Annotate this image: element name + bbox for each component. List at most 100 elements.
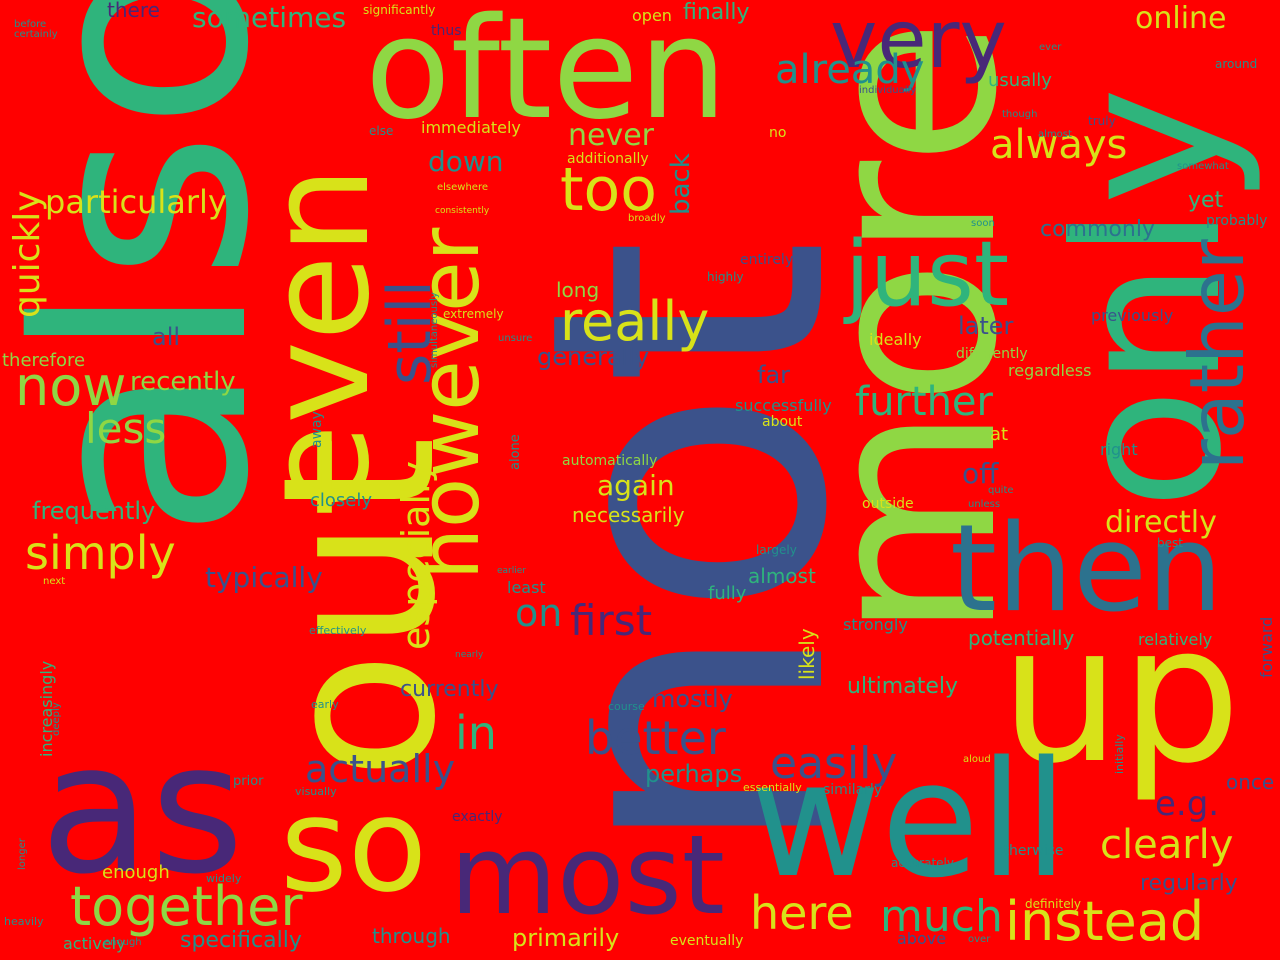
cloud-word: best <box>1157 536 1183 550</box>
cloud-word: ultimately <box>847 674 958 699</box>
cloud-word: least <box>507 578 546 597</box>
cloud-word: as <box>40 705 245 914</box>
cloud-word: earlier <box>497 566 526 576</box>
cloud-word: even <box>238 166 401 510</box>
cloud-word: perhaps <box>645 760 743 788</box>
cloud-word: particularly <box>45 183 227 221</box>
cloud-word: additionally <box>567 151 649 167</box>
cloud-word: likely <box>795 628 819 680</box>
cloud-word: forward <box>1257 616 1276 678</box>
cloud-word: fully <box>708 583 747 604</box>
cloud-word: exactly <box>452 809 503 825</box>
cloud-word: no <box>769 125 787 141</box>
cloud-word: necessarily <box>572 503 685 527</box>
cloud-word: immediately <box>421 118 521 137</box>
cloud-word: definitely <box>1025 897 1082 911</box>
cloud-word: quickly <box>7 190 48 318</box>
cloud-word: strongly <box>843 615 908 634</box>
cloud-word: eventually <box>670 933 744 949</box>
cloud-word: alone <box>508 434 523 470</box>
cloud-word: unsure <box>498 333 533 344</box>
cloud-word: usually <box>988 70 1052 91</box>
cloud-word: regardless <box>1008 361 1092 380</box>
cloud-word: specifically <box>180 928 302 953</box>
cloud-word: almost <box>748 564 816 588</box>
cloud-word: individually <box>859 85 917 96</box>
cloud-word: now <box>15 355 127 418</box>
cloud-word: though <box>1002 109 1038 120</box>
cloud-word: course <box>608 700 645 713</box>
cloud-word: elsewhere <box>437 182 489 193</box>
cloud-word: really <box>560 290 710 353</box>
cloud-word: instead <box>1005 890 1205 953</box>
cloud-word: recently <box>130 367 236 397</box>
cloud-word: commonly <box>1040 217 1155 242</box>
cloud-word: aloud <box>963 754 991 765</box>
cloud-word: right <box>1100 440 1138 459</box>
cloud-word: widely <box>206 872 242 885</box>
cloud-word: currently <box>400 677 499 702</box>
cloud-word: enough <box>104 937 142 948</box>
cloud-word: just <box>845 222 1010 327</box>
cloud-word: early <box>311 698 339 711</box>
cloud-word: together <box>70 875 303 938</box>
cloud-word: once <box>1226 770 1275 794</box>
cloud-word: entirely <box>740 252 794 268</box>
cloud-word: before <box>14 19 47 30</box>
cloud-word: well <box>750 726 1069 913</box>
cloud-word: first <box>570 596 653 645</box>
cloud-word: otherwise <box>995 843 1064 859</box>
cloud-word: outside <box>862 496 914 512</box>
cloud-word: relatively <box>1138 630 1213 649</box>
cloud-word: at <box>990 424 1009 445</box>
cloud-word: about <box>762 414 803 430</box>
cloud-word: actually <box>305 747 456 791</box>
cloud-word: deeply <box>51 702 62 736</box>
cloud-word: most <box>450 811 725 939</box>
cloud-word: highly <box>707 270 744 284</box>
cloud-word: closely <box>310 490 373 511</box>
cloud-word: finally <box>683 0 750 25</box>
cloud-word: visually <box>295 785 337 798</box>
cloud-word: down <box>428 145 504 178</box>
cloud-word: successfully <box>735 396 832 415</box>
cloud-word: extremely <box>443 307 504 321</box>
cloud-word: certainly <box>14 29 58 40</box>
cloud-word: primarily <box>512 924 620 952</box>
cloud-word: else <box>369 124 394 138</box>
cloud-word: easily <box>770 738 898 789</box>
cloud-word: potentially <box>968 626 1075 650</box>
cloud-word: in <box>455 706 497 760</box>
cloud-word: back <box>666 153 696 215</box>
cloud-word: accurately <box>891 856 954 870</box>
cloud-word: off <box>962 457 999 490</box>
cloud-word: so <box>280 769 428 921</box>
cloud-word: especially <box>394 460 438 650</box>
cloud-word: again <box>597 469 675 502</box>
cloud-word: clearly <box>1100 822 1234 868</box>
cloud-word: similarly <box>823 782 883 798</box>
cloud-word: better <box>585 711 726 765</box>
cloud-word: ever <box>1039 42 1062 53</box>
cloud-word: here <box>750 886 854 940</box>
cloud-word: always <box>990 122 1128 168</box>
cloud-word: simply <box>25 526 176 580</box>
cloud-word: over <box>968 934 991 945</box>
cloud-word: therefore <box>2 350 86 371</box>
cloud-word: often <box>365 0 728 151</box>
cloud-word: away <box>309 411 325 448</box>
cloud-word: consistently <box>435 206 490 216</box>
cloud-word: sometimes <box>192 1 347 34</box>
cloud-word: later <box>958 312 1014 340</box>
cloud-word: unless <box>968 499 1001 510</box>
cloud-word: then <box>950 500 1223 639</box>
cloud-word: soon <box>971 218 995 229</box>
cloud-word: largely <box>756 543 797 557</box>
cloud-word: further <box>855 379 993 425</box>
cloud-word: online <box>1135 1 1227 36</box>
cloud-word: very <box>830 0 1007 86</box>
cloud-word: almost <box>1038 129 1072 140</box>
cloud-word: there <box>107 0 160 22</box>
cloud-word: enough <box>102 862 170 883</box>
